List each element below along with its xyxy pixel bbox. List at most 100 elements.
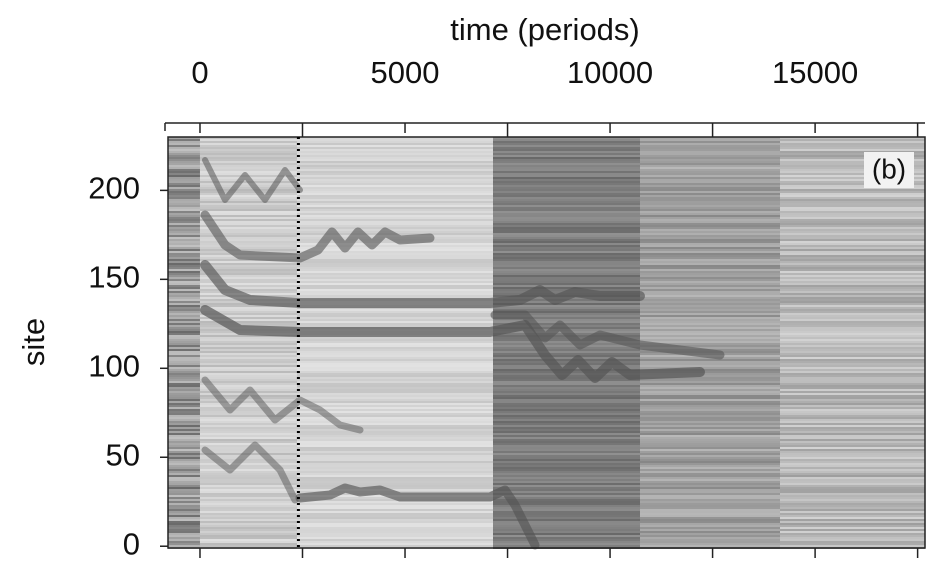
texture-stripe (780, 413, 925, 415)
texture-stripe (640, 383, 780, 385)
texture-stripe (640, 209, 780, 211)
texture-stripe (640, 261, 780, 263)
texture-stripe (780, 523, 925, 525)
texture-stripe (297, 501, 493, 503)
texture-stripe (640, 179, 780, 181)
texture-stripe (493, 263, 640, 265)
texture-stripe (168, 307, 200, 309)
texture-stripe (493, 267, 640, 269)
texture-stripe (640, 271, 780, 273)
x-tick-label: 10000 (567, 55, 653, 90)
texture-stripe (168, 489, 200, 491)
texture-stripe (297, 147, 493, 149)
texture-stripe (780, 429, 925, 431)
texture-stripe (297, 161, 493, 163)
texture-stripe (493, 495, 640, 497)
texture-stripe (493, 383, 640, 385)
texture-stripe (297, 275, 493, 277)
texture-stripe (493, 265, 640, 267)
texture-stripe (297, 175, 493, 177)
trajectory (295, 483, 540, 550)
texture-stripe (780, 179, 925, 181)
texture-stripe (640, 341, 780, 343)
texture-stripe (168, 431, 200, 433)
texture-stripe (640, 459, 780, 461)
texture-stripe (493, 355, 640, 357)
texture-stripe (640, 475, 780, 477)
texture-stripe (297, 437, 493, 439)
texture-stripe (780, 539, 925, 541)
texture-stripe (780, 381, 925, 383)
texture-stripe (780, 321, 925, 323)
texture-stripe (199, 445, 297, 447)
texture-stripe (199, 497, 297, 499)
texture-stripe (780, 281, 925, 283)
texture-stripe (297, 443, 493, 445)
texture-stripe (199, 543, 297, 545)
texture-stripe (168, 531, 200, 533)
texture-stripe (780, 253, 925, 255)
texture-stripe (640, 161, 780, 163)
texture-stripe (199, 443, 297, 445)
texture-stripe (297, 409, 493, 411)
texture-stripe (640, 491, 780, 493)
texture-stripe (493, 231, 640, 233)
texture-stripe (780, 297, 925, 299)
texture-stripe (168, 407, 200, 409)
texture-stripe (780, 369, 925, 371)
texture-stripe (493, 223, 640, 225)
texture-stripe (640, 443, 780, 445)
texture-stripe (493, 167, 640, 169)
texture-stripe (168, 327, 200, 329)
texture-stripe (640, 307, 780, 309)
texture-stripe (640, 149, 780, 151)
texture-stripe (168, 319, 200, 321)
texture-stripe (640, 441, 780, 443)
texture-stripe (640, 249, 780, 251)
texture-stripe (493, 241, 640, 243)
texture-stripe (640, 429, 780, 431)
texture-stripe (297, 271, 493, 273)
texture-stripe (780, 243, 925, 245)
texture-stripe (168, 511, 200, 513)
texture-stripe (297, 321, 493, 323)
texture-stripe (199, 245, 297, 247)
texture-stripe (640, 457, 780, 459)
texture-stripe (168, 443, 200, 445)
texture-stripe (168, 221, 200, 223)
texture-stripe (640, 329, 780, 331)
texture-stripe (780, 367, 925, 369)
texture-stripe (493, 509, 640, 511)
texture-stripe (780, 443, 925, 445)
texture-stripe (199, 535, 297, 537)
texture-stripe (199, 503, 297, 505)
texture-stripe (780, 387, 925, 389)
texture-stripe (780, 489, 925, 491)
texture-stripe (168, 323, 200, 325)
texture-stripe (493, 405, 640, 407)
texture-stripe (168, 269, 200, 271)
texture-stripe (780, 235, 925, 237)
texture-stripe (168, 163, 200, 165)
texture-stripe (640, 385, 780, 387)
texture-stripe (640, 169, 780, 171)
texture-stripe (493, 445, 640, 447)
texture-stripe (640, 299, 780, 301)
texture-stripe (640, 319, 780, 321)
texture-stripe (168, 493, 200, 495)
texture-stripe (297, 247, 493, 249)
texture-stripe (493, 479, 640, 481)
texture-stripe (168, 441, 200, 443)
texture-stripe (493, 191, 640, 193)
texture-stripe (297, 421, 493, 423)
texture-stripe (168, 215, 200, 217)
texture-stripe (780, 241, 925, 243)
texture-stripe (297, 263, 493, 265)
texture-stripe (780, 511, 925, 513)
texture-stripe (640, 493, 780, 495)
texture-stripe (640, 231, 780, 233)
texture-stripe (493, 189, 640, 191)
texture-stripe (780, 285, 925, 287)
texture-stripe (168, 497, 200, 499)
texture-stripe (493, 459, 640, 461)
